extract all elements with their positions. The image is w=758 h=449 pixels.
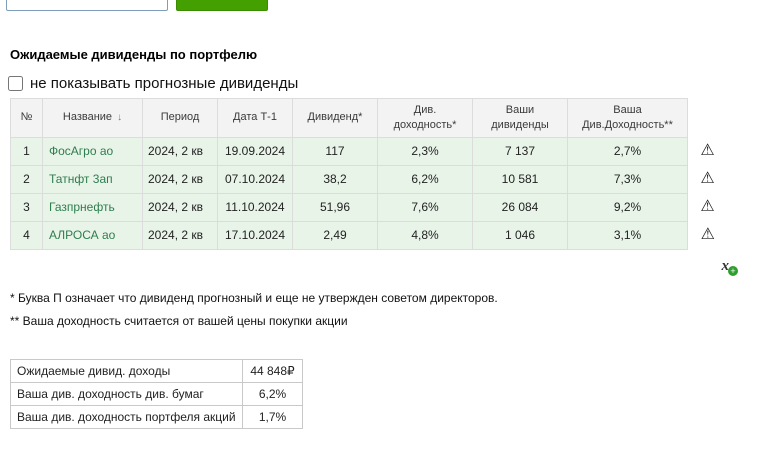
your-dividends-cell: 26 084 [472,192,568,222]
col-header-name-label: Название [62,111,113,124]
top-bar [6,0,750,11]
col-header-your-yield: Ваша Див.Доходность** [567,98,688,138]
summary-row: Ваша див. доходность портфеля акций 1,7% [10,404,303,429]
your-yield-cell: 2,7% [567,136,688,166]
summary-value: 1,7% [242,404,303,429]
warning-icon[interactable]: ⚠ [700,226,715,244]
summary-label: Ваша див. доходность портфеля акций [10,404,243,429]
date-t1-cell: 17.10.2024 [217,220,293,250]
period-cell: 2024, 2 кв [142,192,218,222]
summary-value: 44 848₽ [242,358,303,383]
sort-descending-icon: ↓ [117,112,123,124]
col-header-name[interactable]: Название ↓ [42,98,143,138]
warning-icon[interactable]: ⚠ [700,170,715,188]
export-row: x+ [10,257,742,277]
stock-link[interactable]: АЛРОСА ао [49,228,116,243]
warning-icon[interactable]: ⚠ [700,142,715,160]
yield-cell: 2,3% [377,136,473,166]
top-green-button[interactable] [176,0,268,11]
col-header-num: № [10,98,43,138]
col-header-warning [688,99,728,138]
summary-label: Ваша див. доходность див. бумаг [10,381,243,406]
hide-forecast-row: не показывать прогнозные дивиденды [8,75,750,92]
excel-export-icon[interactable]: x+ [722,257,743,276]
dividend-cell: 2,49 [292,220,378,250]
dividend-cell: 38,2 [292,164,378,194]
hide-forecast-checkbox[interactable] [8,76,23,91]
excel-plus-badge: + [728,265,738,276]
table-row: 1 ФосАгро ао 2024, 2 кв 19.09.2024 117 2… [10,136,728,166]
table-header-row: № Название ↓ Период Дата Т-1 Дивиденд* Д… [10,98,728,138]
col-header-your-dividends: Ваши дивиденды [472,98,568,138]
your-dividends-cell: 7 137 [472,136,568,166]
summary-row: Ваша див. доходность див. бумаг 6,2% [10,381,303,406]
row-num: 3 [10,192,43,222]
page-title: Ожидаемые дивиденды по портфелю [10,47,258,62]
stock-link[interactable]: Татнфт 3ап [49,172,113,187]
summary-row: Ожидаемые дивид. доходы 44 848₽ [10,358,303,383]
footnote-yield: ** Ваша доходность считается от вашей це… [10,313,348,328]
col-header-dividend: Дивиденд* [292,98,378,138]
row-num: 1 [10,136,43,166]
yield-cell: 7,6% [377,192,473,222]
row-num: 4 [10,220,43,250]
col-header-yield: Див. доходность* [377,98,473,138]
period-cell: 2024, 2 кв [142,164,218,194]
your-dividends-cell: 10 581 [472,164,568,194]
stock-link[interactable]: Газпрнефть [49,200,115,215]
your-yield-cell: 3,1% [567,220,688,250]
summary-table: Ожидаемые дивид. доходы 44 848₽ Ваша див… [10,358,303,429]
dividend-cell: 117 [292,136,378,166]
warning-icon[interactable]: ⚠ [700,198,715,216]
date-t1-cell: 19.09.2024 [217,136,293,166]
table-row: 4 АЛРОСА ао 2024, 2 кв 17.10.2024 2,49 4… [10,220,728,250]
excel-x-glyph: x [721,257,730,274]
period-cell: 2024, 2 кв [142,136,218,166]
table-row: 2 Татнфт 3ап 2024, 2 кв 07.10.2024 38,2 … [10,164,728,194]
date-t1-cell: 11.10.2024 [217,192,293,222]
col-header-period: Период [142,98,218,138]
top-input[interactable] [6,0,168,11]
period-cell: 2024, 2 кв [142,220,218,250]
hide-forecast-label: не показывать прогнозные дивиденды [30,75,299,92]
yield-cell: 6,2% [377,164,473,194]
table-row: 3 Газпрнефть 2024, 2 кв 11.10.2024 51,96… [10,192,728,222]
your-yield-cell: 9,2% [567,192,688,222]
your-yield-cell: 7,3% [567,164,688,194]
dividend-cell: 51,96 [292,192,378,222]
your-dividends-cell: 1 046 [472,220,568,250]
summary-value: 6,2% [242,381,303,406]
footnote-forecast: * Буква П означает что дивиденд прогнозн… [10,290,498,305]
dividends-table: № Название ↓ Период Дата Т-1 Дивиденд* Д… [10,98,728,250]
yield-cell: 4,8% [377,220,473,250]
row-num: 2 [10,164,43,194]
summary-label: Ожидаемые дивид. доходы [10,358,243,383]
stock-link[interactable]: ФосАгро ао [49,144,114,159]
col-header-date-t1: Дата Т-1 [217,98,293,138]
page-container: Ожидаемые дивиденды по портфелю не показ… [6,0,750,429]
date-t1-cell: 07.10.2024 [217,164,293,194]
